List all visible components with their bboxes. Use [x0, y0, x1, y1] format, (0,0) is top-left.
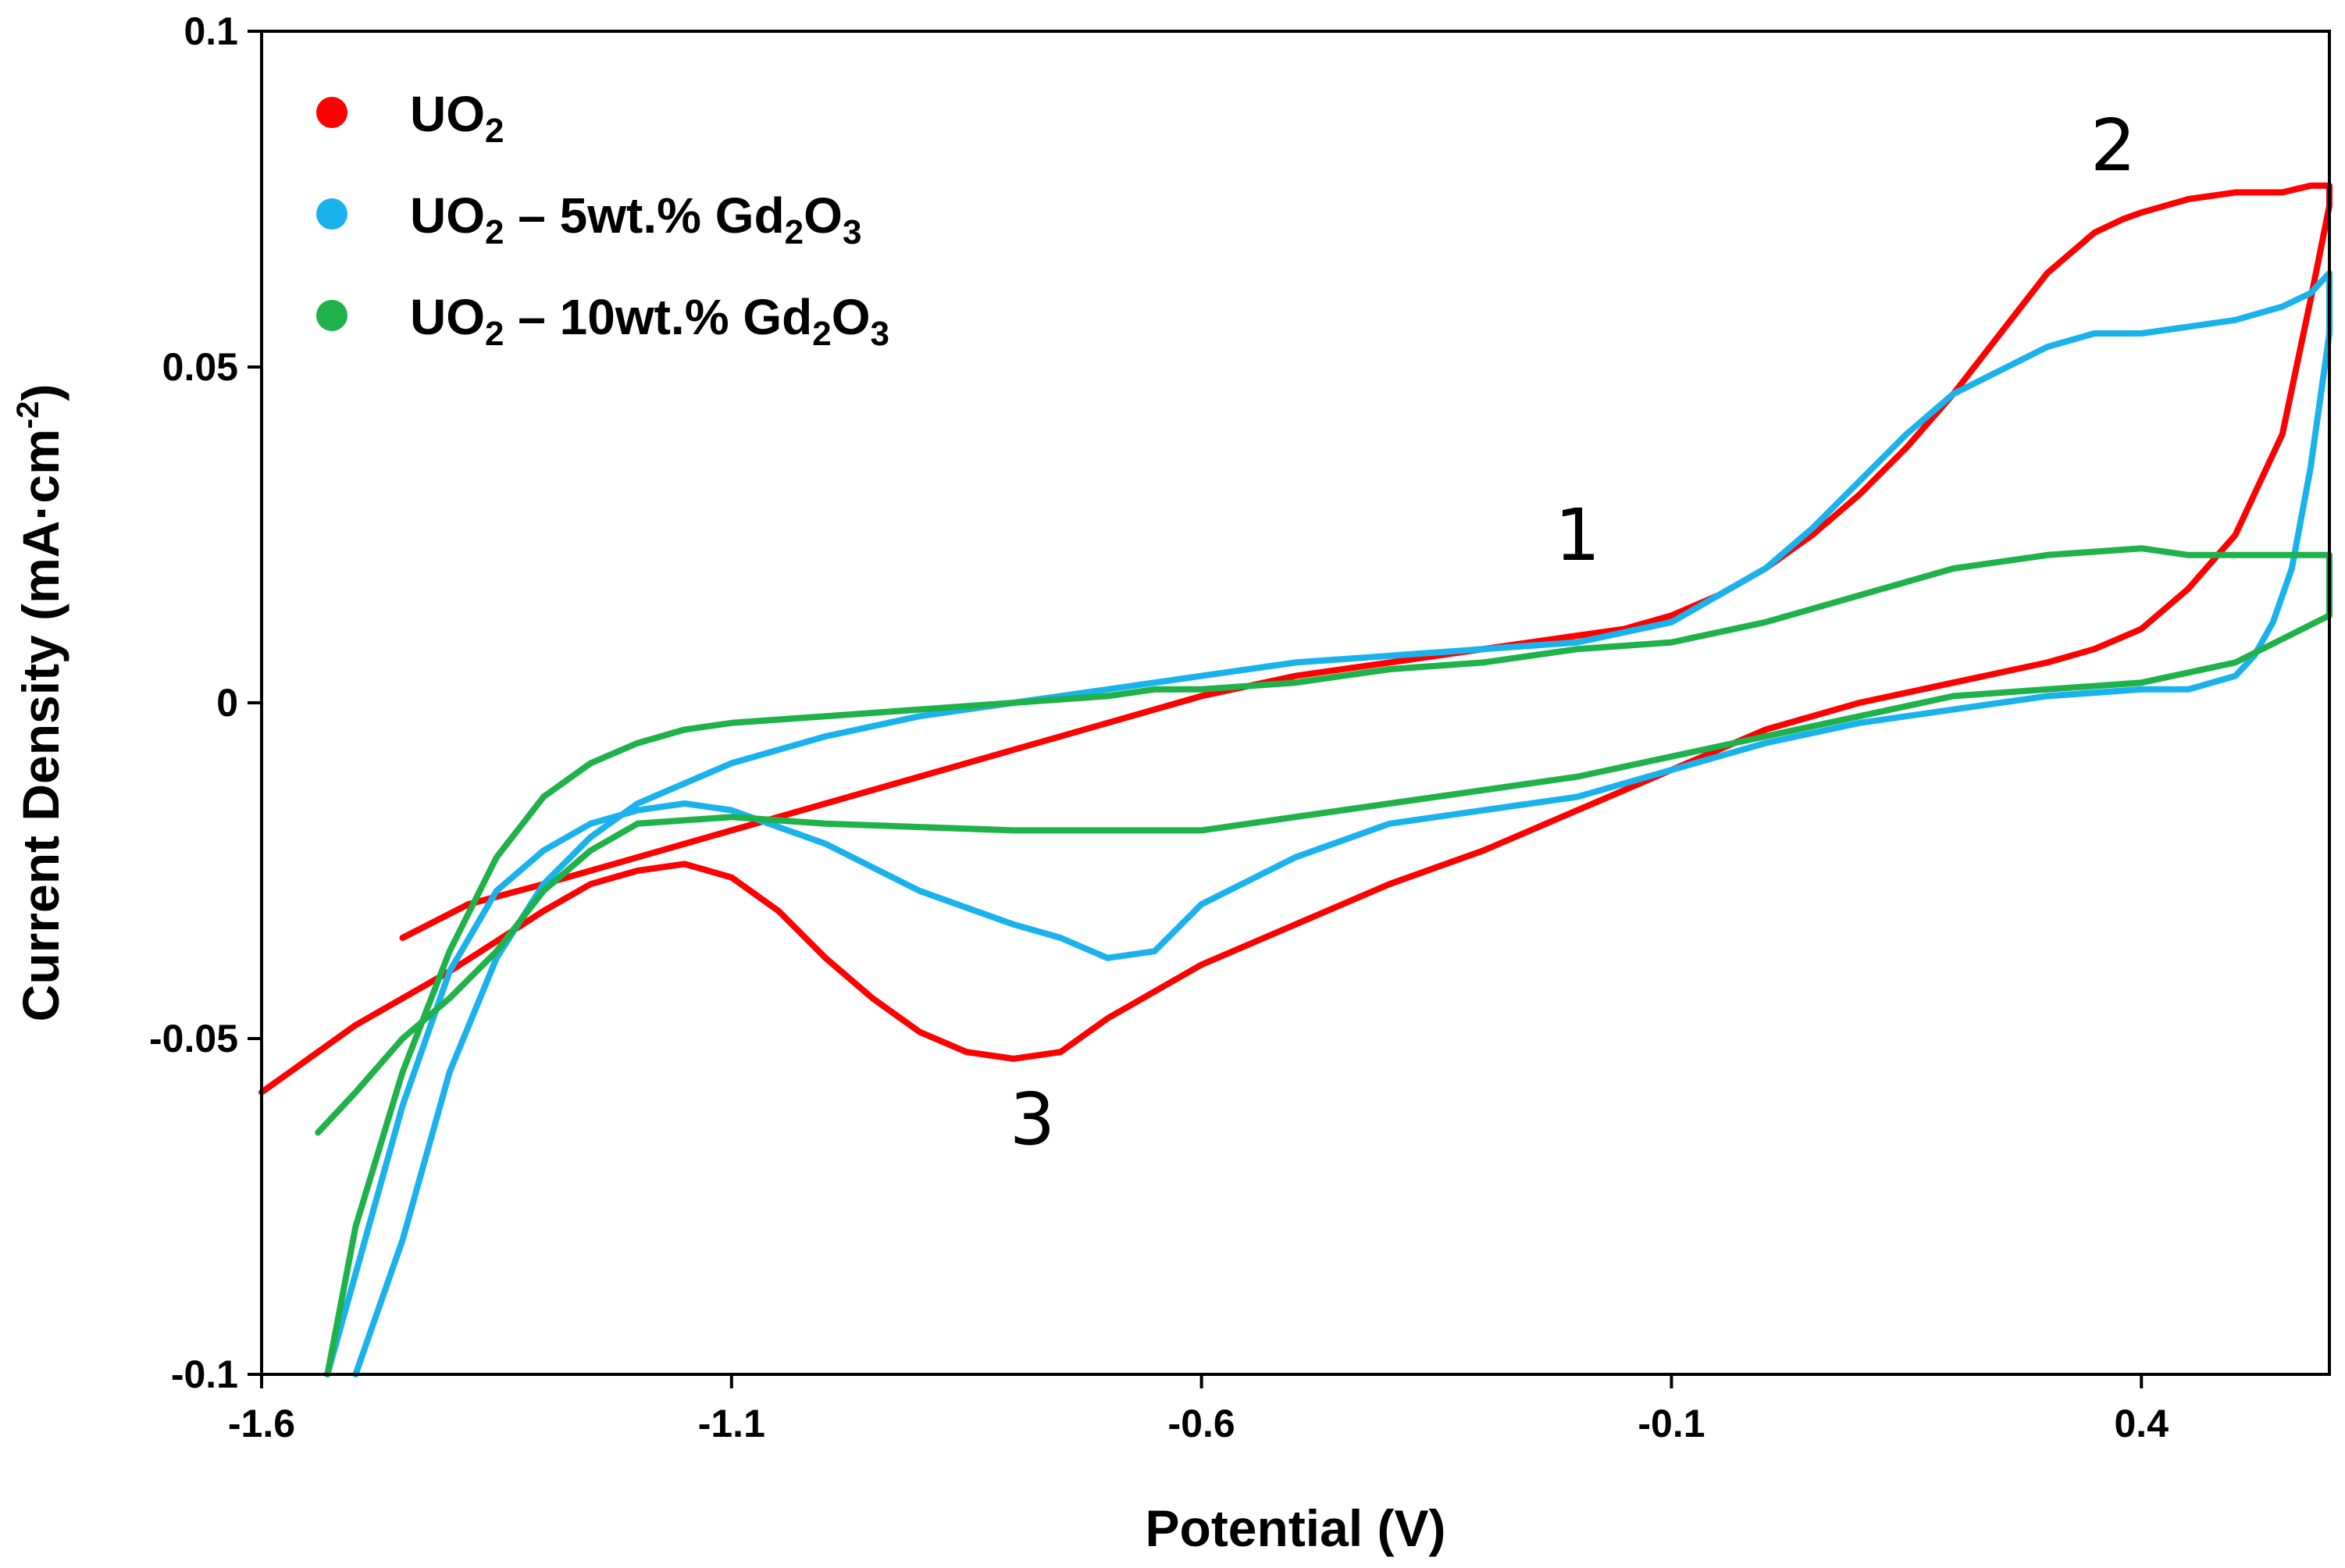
x-tick-label: -1.6: [228, 1402, 295, 1445]
legend-subscript: 2: [812, 315, 831, 353]
legend-label: UO2: [410, 86, 504, 150]
legend-subscript: 2: [485, 315, 504, 353]
y-tick-label: 0.1: [184, 9, 238, 53]
legend-subscript: 2: [485, 112, 504, 150]
x-tick-label: -0.1: [1638, 1402, 1705, 1445]
legend-label: UO2 – 10wt.% Gd2O3: [410, 289, 889, 353]
series-line-2: [324, 269, 2333, 1377]
peak-label: 2: [2090, 104, 2137, 187]
y-tick-label: 0: [216, 681, 238, 725]
legend-text: UO: [410, 187, 485, 244]
legend-subscript: 2: [785, 213, 804, 251]
peak-label: 3: [1010, 1078, 1056, 1161]
legend-subscript: 2: [485, 213, 504, 251]
y-axis-title-main: Current Density (mA·cm: [12, 429, 69, 1021]
series-line-3: [315, 545, 2333, 1377]
annotations-layer: 1 2 3: [1010, 104, 2137, 1161]
peak-label: 1: [1555, 494, 1601, 577]
axes-layer: -1.6 -1.1 -0.6 -0.1 0.4 -0.1 -0.05 0 0.05 0.1: [149, 9, 2169, 1445]
y-axis-title: Current Density (mA·cm-2): [11, 384, 69, 1022]
y-tick-label: -0.1: [171, 1352, 238, 1396]
legend-text: UO: [410, 289, 485, 345]
y-axis-title-superscript: -2: [11, 401, 45, 429]
y-tick-label: -0.05: [149, 1017, 238, 1060]
x-tick-label: -0.6: [1168, 1402, 1235, 1445]
y-axis-title-close: ): [12, 384, 69, 401]
legend-text: O: [804, 187, 843, 244]
legend-subscript: 3: [843, 213, 861, 251]
legend-marker: [316, 300, 347, 331]
legend-text: UO: [410, 86, 485, 142]
y-tick-label: 0.05: [162, 345, 238, 389]
legend-label: UO2 – 5wt.% Gd2O3: [410, 187, 861, 251]
legend-subscript: 3: [871, 315, 889, 353]
legend-text: – 5wt.% Gd: [504, 187, 784, 244]
x-axis-title: Potential (V): [1145, 1499, 1445, 1557]
x-tick-label: 0.4: [2115, 1402, 2169, 1445]
legend-marker: [316, 97, 347, 128]
legend-marker: [316, 198, 347, 230]
x-tick-label: -1.1: [698, 1402, 765, 1445]
legend-text: O: [832, 289, 871, 345]
legend-text: – 10wt.% Gd: [504, 289, 812, 345]
